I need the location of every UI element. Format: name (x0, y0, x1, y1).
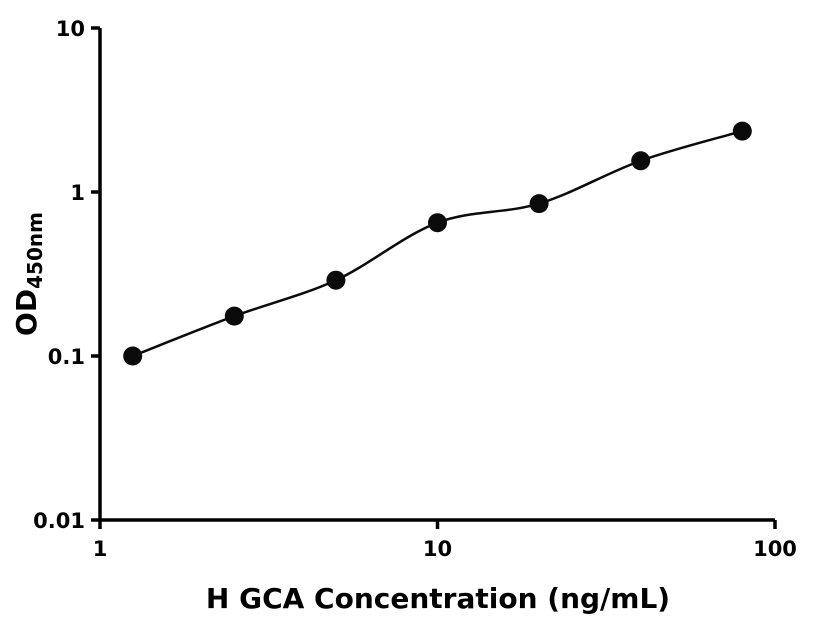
data-point (631, 151, 651, 171)
y-tick-label: 0.01 (33, 509, 85, 533)
data-point (123, 346, 143, 366)
data-point (428, 213, 447, 233)
y-axis-title-subscript: 450nm (23, 212, 47, 289)
y-tick-label: 10 (56, 17, 85, 41)
fit-curve (132, 129, 743, 358)
x-tick-label: 1 (93, 537, 108, 561)
data-point (529, 194, 549, 214)
data-point (326, 270, 346, 290)
y-axis-title: OD450nm (10, 212, 47, 336)
data-point (224, 306, 244, 326)
x-tick-label: 100 (753, 537, 797, 561)
x-tick-label: 10 (423, 537, 452, 561)
y-axis-title-main: OD (10, 289, 43, 336)
x-axis-title: H GCA Concentration (ng/mL) (206, 582, 670, 615)
data-series-layer (123, 121, 752, 366)
axes-layer: 0.01 0.1 1 10 1 10 100 (33, 17, 797, 561)
data-point (732, 121, 752, 141)
axis-spines (98, 28, 775, 522)
y-tick-label: 1 (70, 181, 85, 205)
y-tick-label: 0.1 (48, 345, 85, 369)
